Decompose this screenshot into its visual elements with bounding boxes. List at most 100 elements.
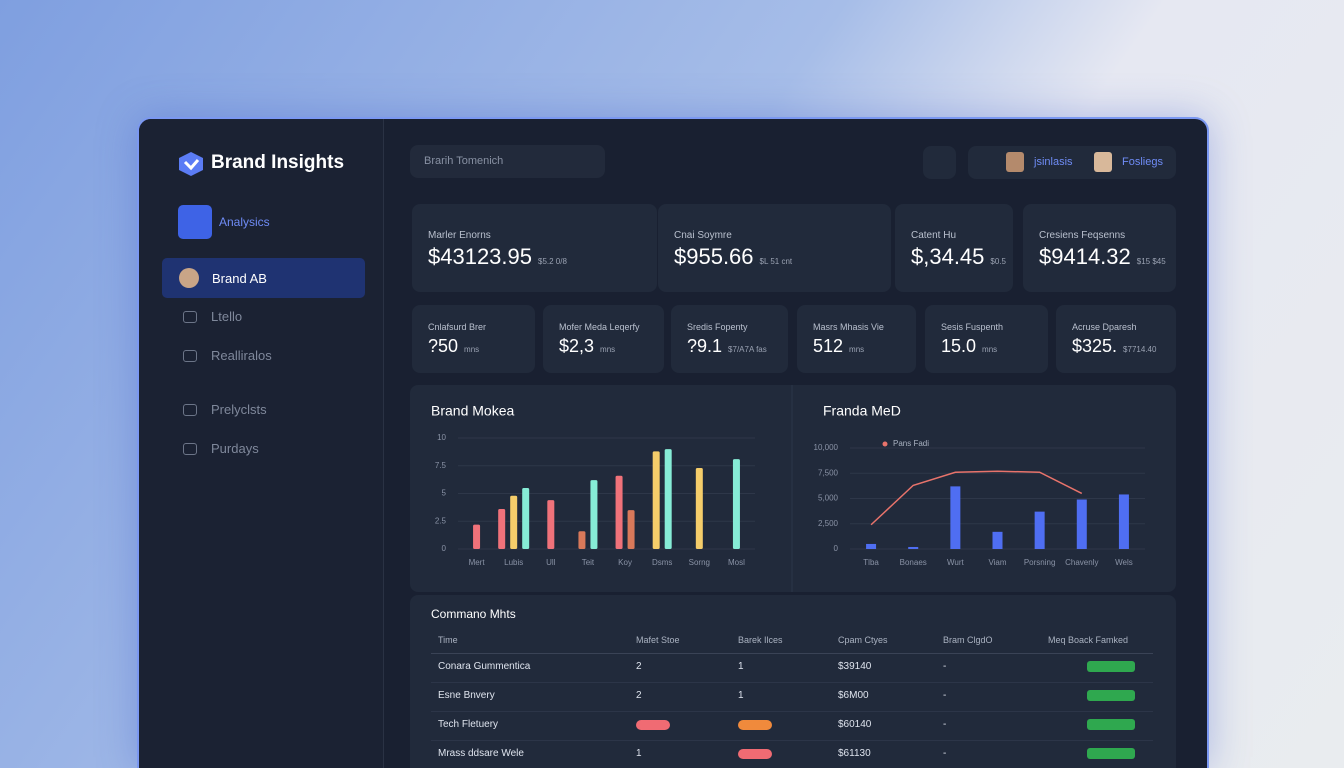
bar [908, 546, 919, 549]
menu-icon [183, 404, 197, 416]
kpi-card: Cnai Soymre $955.66 $L 51 cnt [658, 204, 891, 292]
stat-card: Cnlafsurd Brer ?50 mns [412, 305, 535, 373]
kpi-value: $,34.45 [911, 244, 985, 269]
table-cell: 2 [636, 661, 642, 672]
x-tick-label: Chavenly [1065, 558, 1098, 567]
kpi-value: $9414.32 [1039, 244, 1131, 269]
search-box[interactable]: Brarih Tomenich [410, 145, 605, 178]
table-cell: $60140 [838, 719, 872, 730]
x-tick-label: Wels [1115, 558, 1133, 567]
user-name: jsinlasis [1034, 156, 1073, 168]
bar [652, 451, 660, 549]
icon-button[interactable] [923, 146, 956, 179]
active-item[interactable]: Brand AB [162, 258, 365, 298]
bar [1034, 511, 1045, 549]
kpi-value-row: $,34.45 $0.5 [911, 244, 1006, 270]
stat-note: mns [982, 345, 998, 354]
y-tick-label: 2,500 [818, 519, 839, 528]
kpi-value-row: $9414.32 $15 $45 [1039, 244, 1166, 270]
toggle[interactable] [1087, 661, 1135, 672]
bar [590, 480, 598, 549]
x-tick-label: Viam [988, 558, 1006, 567]
table-cell: - [943, 719, 947, 730]
table-cell: Tech Fletuery [438, 719, 499, 730]
bar [615, 475, 623, 549]
table-cell: $61130 [838, 748, 871, 759]
y-tick-label: 10 [437, 433, 446, 442]
stat-value-row: 15.0 mns [941, 336, 997, 357]
bar [866, 543, 877, 549]
status-pill [738, 720, 772, 730]
search-text: Brarih Tomenich [424, 155, 504, 167]
x-tick-label: Dsms [652, 558, 672, 567]
stat-label: Sredis Fopenty [687, 322, 748, 332]
stat-label: Cnlafsurd Brer [428, 322, 487, 332]
kpi-label: Marler Enorns [428, 230, 491, 241]
table-cell: - [943, 661, 947, 672]
user-box[interactable]: jsinlasis Fosliegs [968, 146, 1176, 179]
kpi-card: Cresiens Feqsenns $9414.32 $15 $45 [1023, 204, 1176, 292]
toggle[interactable] [1087, 690, 1135, 701]
table-cell: Conara Gummentica [438, 661, 531, 672]
stat-note: mns [464, 345, 480, 354]
menu-item[interactable]: Purdays [211, 441, 259, 456]
x-tick-label: Sorng [689, 558, 710, 567]
stat-label: Acruse Dparesh [1072, 322, 1137, 332]
table-cell: Esne Bnvery [438, 690, 495, 701]
bar [522, 487, 530, 549]
section-label[interactable]: Analysics [219, 215, 270, 229]
stat-note: $7714.40 [1123, 345, 1157, 354]
menu-item[interactable]: Ltello [211, 309, 243, 324]
menu-icon [183, 311, 197, 323]
menu-item[interactable]: Realliralos [211, 348, 272, 363]
table-cell: - [943, 748, 947, 759]
table-cell: 2 [636, 690, 642, 701]
y-tick-label: 5,000 [818, 494, 839, 503]
stat-value: 512 [813, 336, 844, 356]
bar [547, 500, 555, 549]
stat-label: Mofer Meda Leqerfy [559, 322, 640, 332]
bar [498, 509, 506, 549]
x-tick-label: Mert [469, 558, 486, 567]
table-cell: $6M00 [838, 690, 869, 701]
x-tick-label: Wurt [947, 558, 965, 567]
line [870, 470, 1083, 526]
row-rule [431, 740, 1153, 741]
x-tick-label: Ull [546, 558, 556, 567]
table-cell: $39140 [838, 661, 872, 672]
chart-title: Franda MeD [823, 403, 901, 419]
stat-value: ?50 [428, 336, 459, 356]
stat-value: $325. [1072, 336, 1118, 356]
bar [992, 531, 1003, 549]
table-cell: - [943, 690, 947, 701]
bar [1076, 499, 1087, 549]
chart-title: Brand Mokea [431, 403, 514, 419]
section-icon [178, 205, 212, 239]
menu-item[interactable]: Prelyclsts [211, 402, 267, 417]
kpi-value-row: $43123.95 $5.2 0/8 [428, 244, 567, 270]
stat-note: mns [600, 345, 616, 354]
column-header: Barek Ilces [738, 635, 783, 645]
toggle[interactable] [1087, 748, 1135, 759]
bar [732, 459, 740, 549]
logo [179, 152, 203, 176]
stat-label: Sesis Fuspenth [941, 322, 1004, 332]
legend-label: Pans Fadi [893, 439, 929, 448]
kpi-note: $15 $45 [1136, 257, 1166, 266]
stat-card: Sesis Fuspenth 15.0 mns [925, 305, 1048, 373]
kpi-label: Catent Hu [911, 230, 957, 241]
x-tick-label: Koy [618, 558, 632, 567]
bar [627, 510, 635, 549]
stat-value-row: $325. $7714.40 [1072, 336, 1156, 357]
toggle[interactable] [1087, 719, 1135, 730]
stat-card: Mofer Meda Leqerfy $2,3 mns [543, 305, 664, 373]
stat-value: 15.0 [941, 336, 977, 356]
column-header: Meq Boack Famked [1048, 635, 1129, 645]
stat-note: mns [849, 345, 865, 354]
table-cell: 1 [738, 661, 744, 672]
y-tick-label: 7.5 [435, 461, 447, 470]
stat-value-row: $2,3 mns [559, 336, 615, 357]
bar [950, 486, 961, 549]
kpi-label: Cnai Soymre [674, 230, 732, 241]
